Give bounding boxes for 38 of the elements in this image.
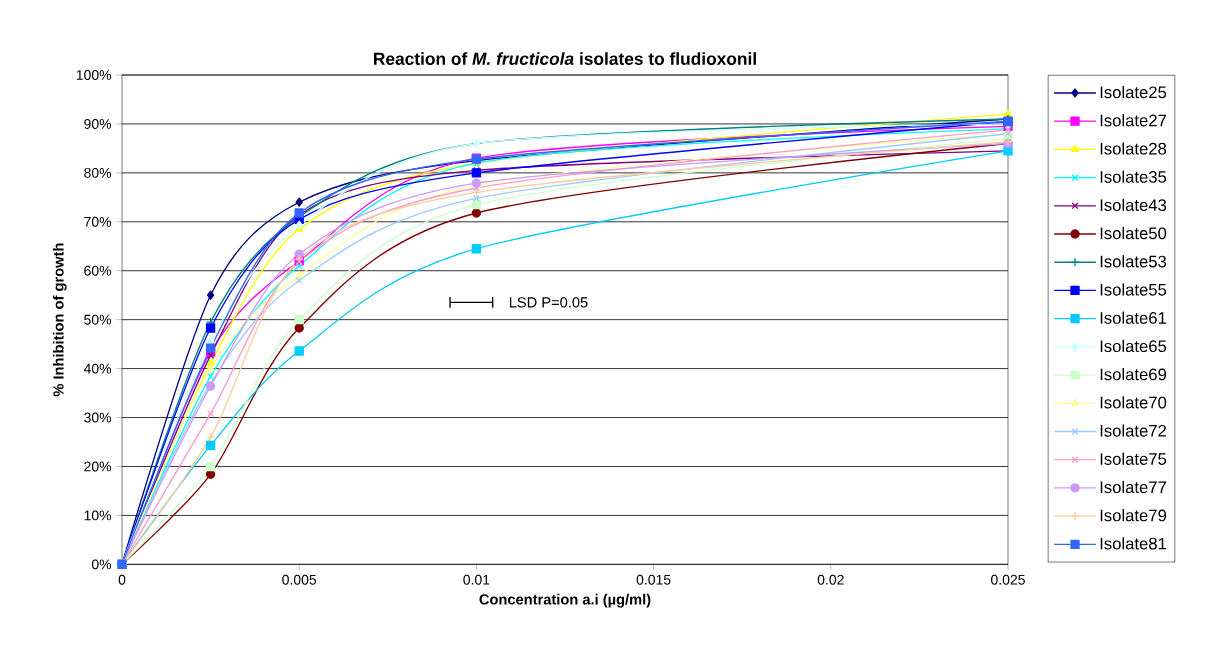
x-tick-label: 0.02 <box>817 574 844 585</box>
y-tick-label: 80% <box>84 167 112 178</box>
legend-label: Isolate27 <box>1100 114 1166 127</box>
legend-label: Isolate35 <box>1100 170 1167 183</box>
legend-label: Isolate53 <box>1100 255 1167 268</box>
legend-label: Isolate50 <box>1100 226 1167 240</box>
y-tick-label: 90% <box>84 118 112 129</box>
legend-label: Isolate28 <box>1100 142 1167 155</box>
legend-label: Isolate81 <box>1100 537 1167 550</box>
y-tick-label: 100% <box>76 70 112 80</box>
x-tick-label: 0.015 <box>636 574 671 585</box>
legend-label: Isolate61 <box>1100 311 1167 324</box>
x-tick-label: 0.01 <box>463 574 490 585</box>
x-tick-label: 0.005 <box>282 574 317 585</box>
y-tick-label: 50% <box>84 314 112 325</box>
x-tick-label: 0 <box>118 574 126 585</box>
x-axis-title: Concentration a.i (µg/ml) <box>479 593 651 608</box>
legend-label: Isolate65 <box>1100 339 1167 353</box>
y-tick-label: 0% <box>91 559 112 570</box>
y-tick-label: 30% <box>84 412 112 423</box>
legend-label: Isolate69 <box>1100 368 1167 381</box>
legend-label: Isolate77 <box>1100 480 1166 494</box>
y-tick-label: 60% <box>84 265 112 276</box>
legend-label: Isolate75 <box>1100 452 1167 465</box>
chart-title: Reaction of M. fructicola isolates to fludioxonil <box>374 52 756 65</box>
annotation: LSD P=0.05 <box>509 297 588 308</box>
legend-label: Isolate72 <box>1100 424 1166 437</box>
y-tick-label: 40% <box>83 363 112 374</box>
y-tick-label: 10% <box>84 510 112 521</box>
legend-label: Isolate55 <box>1100 283 1167 296</box>
legend-label: Isolate43 <box>1100 198 1167 212</box>
y-tick-label: 70% <box>84 216 112 227</box>
legend-label: Isolate25 <box>1100 85 1167 99</box>
y-axis-title: % Inhibition of growth <box>52 243 67 397</box>
legend-label: Isolate79 <box>1100 509 1167 522</box>
y-tick-label: 20% <box>84 461 112 472</box>
x-tick-label: 0.025 <box>991 574 1025 585</box>
legend-label: Isolate70 <box>1100 396 1167 409</box>
